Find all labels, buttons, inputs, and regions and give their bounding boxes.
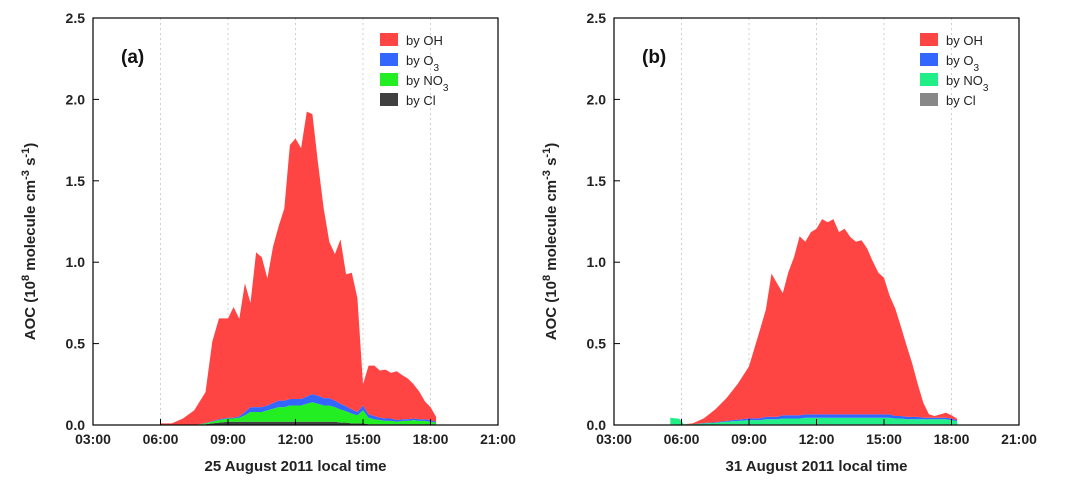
y-axis-label-a: AOC (108 molecule cm-3 s-1) [20, 143, 39, 340]
legend-label-a: by NO3 [406, 73, 449, 94]
legend-swatch-b [920, 33, 938, 46]
legend-swatch-b [920, 53, 938, 66]
legend-label-a: by O3 [406, 53, 439, 74]
panel-label-b: (b) [642, 47, 666, 68]
y-axis-label-b: AOC (108 molecule cm-3 s-1) [541, 143, 560, 340]
y-tick-label-b: 0.0 [587, 417, 607, 433]
legend-swatch-a [380, 53, 398, 66]
legend-label-b: by NO3 [946, 73, 989, 94]
y-tick-label-b: 1.0 [587, 254, 607, 270]
area-by-o3-b [670, 414, 958, 425]
legend-label-a: by OH [406, 33, 443, 48]
y-tick-label-a: 1.0 [66, 254, 86, 270]
area-by-no3-b [670, 417, 958, 425]
y-tick-label-a: 0.5 [66, 336, 86, 352]
x-tick-label-a: 21:00 [480, 431, 516, 447]
legend-swatch-a [380, 33, 398, 46]
x-tick-label-b: 21:00 [1001, 431, 1037, 447]
y-tick-label-a: 2.0 [66, 91, 86, 107]
area-by-o3-a [160, 394, 437, 425]
area-series-b [670, 219, 958, 425]
legend-label-b: by Cl [946, 93, 976, 108]
x-tick-label-b: 18:00 [934, 431, 970, 447]
x-tick-label-a: 18:00 [413, 431, 449, 447]
chart-panel-a: 03:00 06:00 09:00 12:00 15:00 18:00 21:00 0.0 0.… [20, 10, 516, 475]
x-tick-label-a: 09:00 [210, 431, 246, 447]
chart-panel-b: 03:00 06:00 09:00 12:00 15:00 18:00 21:00 0.0 0.… [541, 10, 1037, 475]
x-tick-label-b: 06:00 [664, 431, 700, 447]
area-series-a [160, 111, 437, 425]
ticks-a: 03:00 06:00 09:00 12:00 15:00 18:00 21:00 0.0 0.… [66, 10, 517, 447]
y-tick-label-b: 2.5 [587, 10, 607, 26]
x-tick-label-a: 12:00 [278, 431, 314, 447]
x-tick-label-a: 15:00 [345, 431, 381, 447]
legend-swatch-b [920, 93, 938, 106]
area-by-oh-a [160, 111, 437, 425]
x-tick-label-b: 15:00 [866, 431, 902, 447]
legend-swatch-a [380, 73, 398, 86]
x-tick-label-a: 03:00 [75, 431, 111, 447]
legend-swatch-a [380, 93, 398, 106]
y-tick-label-a: 1.5 [66, 173, 86, 189]
legend-label-b: by OH [946, 33, 983, 48]
x-tick-label-a: 06:00 [143, 431, 179, 447]
area-by-cl-a [160, 421, 437, 425]
area-by-oh-b [670, 219, 958, 425]
y-tick-label-a: 0.0 [66, 417, 86, 433]
x-axis-label-b: 31 August 2011 local time [725, 458, 907, 475]
legend-swatch-b [920, 73, 938, 86]
panel-label-a: (a) [121, 47, 144, 68]
y-tick-label-b: 1.5 [587, 173, 607, 189]
legend-label-b: by O3 [946, 53, 979, 74]
legend-label-a: by Cl [406, 93, 436, 108]
area-by-no3-a [160, 402, 437, 425]
x-tick-label-b: 03:00 [596, 431, 632, 447]
y-tick-label-a: 2.5 [66, 10, 86, 26]
x-tick-label-b: 09:00 [731, 431, 767, 447]
ticks-b: 03:00 06:00 09:00 12:00 15:00 18:00 21:00 0.0 0.… [587, 10, 1038, 447]
x-axis-label-a: 25 August 2011 local time [204, 458, 386, 475]
y-tick-label-b: 2.0 [587, 91, 607, 107]
x-tick-label-b: 12:00 [799, 431, 835, 447]
y-tick-label-b: 0.5 [587, 336, 607, 352]
